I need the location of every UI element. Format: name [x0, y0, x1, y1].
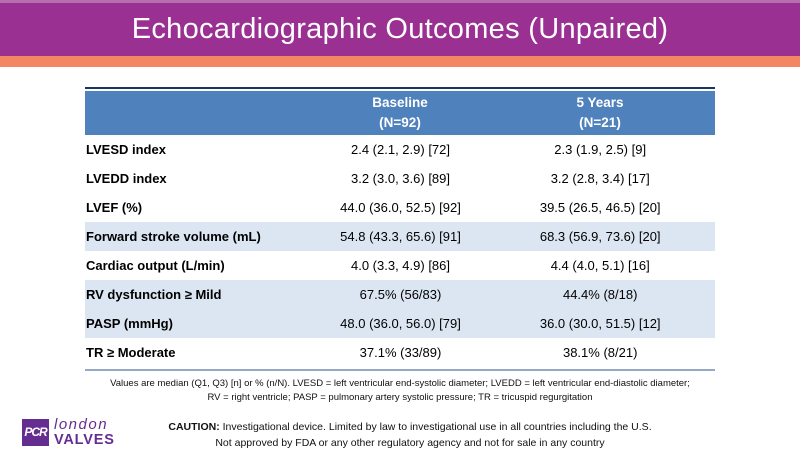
five-years-value: 3.2 (2.8, 3.4) [17]	[550, 171, 650, 186]
orange-accent-stripe	[0, 56, 800, 67]
baseline-value: 67.5% (56/83)	[359, 287, 442, 302]
column-header-baseline-n: (N=92)	[379, 115, 421, 130]
row-label: Forward stroke volume (mL)	[86, 229, 261, 244]
row-label: PASP (mmHg)	[86, 316, 173, 331]
five-years-value: 39.5 (26.5, 46.5) [20]	[539, 200, 661, 215]
row-label: LVEDD index	[86, 171, 167, 186]
table-row: Cardiac output (L/min) 4.0 (3.3, 4.9) [86…	[85, 251, 715, 280]
caution-line-2: Not approved by FDA or any other regulat…	[215, 437, 605, 450]
logo-text: london VALVES	[54, 417, 115, 448]
caution-label: CAUTION:	[168, 421, 220, 433]
caution-line-1: CAUTION: Investigational device. Limited…	[160, 419, 660, 435]
row-label: LVESD index	[86, 142, 166, 157]
five-years-value: 4.4 (4.0, 5.1) [16]	[550, 258, 650, 273]
pcr-london-valves-logo: PCR london VALVES	[22, 417, 115, 448]
table-row: PASP (mmHg) 48.0 (36.0, 56.0) [79] 36.0 (3…	[85, 309, 715, 338]
row-label: RV dysfunction ≥ Mild	[86, 287, 222, 302]
baseline-value: 3.2 (3.0, 3.6) [89]	[351, 171, 451, 186]
table-row: TR ≥ Moderate 37.1% (33/89) 38.1% (8/21)	[85, 338, 715, 367]
row-label: Cardiac output (L/min)	[86, 258, 225, 273]
five-years-value: 44.4% (8/18)	[562, 287, 638, 302]
table-row: LVEDD index 3.2 (3.0, 3.6) [89] 3.2 (2.8, …	[85, 164, 715, 193]
column-header-5years-label: 5 Years	[576, 95, 624, 111]
pcr-logo-icon: PCR	[22, 418, 49, 446]
table-header-row: Baseline (N=92) 5 Years (N=21)	[85, 91, 715, 135]
outcomes-table: Baseline (N=92) 5 Years (N=21) LVESD ind…	[85, 87, 715, 371]
title-bar: Echocardiographic Outcomes (Unpaired)	[0, 3, 800, 56]
five-years-value: 38.1% (8/21)	[562, 345, 638, 360]
baseline-value: 48.0 (36.0, 56.0) [79]	[340, 316, 461, 331]
row-label: TR ≥ Moderate	[86, 345, 176, 360]
top-accent-strip	[0, 0, 800, 3]
table-bottom-border	[85, 369, 715, 371]
table-body: LVESD index 2.4 (2.1, 2.9) [72] 2.3 (1.9, …	[85, 135, 715, 367]
logo-valves-label: VALVES	[54, 431, 115, 448]
baseline-value: 44.0 (36.0, 52.5) [92]	[340, 200, 461, 215]
table-row: Forward stroke volume (mL) 54.8 (43.3, 65…	[85, 222, 715, 251]
row-label: LVEF (%)	[86, 200, 143, 215]
table-row: LVEF (%) 44.0 (36.0, 52.5) [92] 39.5 (26.5…	[85, 193, 715, 222]
caution-text-1: Investigational device. Limited by law t…	[219, 421, 652, 433]
five-years-value: 68.3 (56.9, 73.6) [20]	[539, 229, 661, 244]
caution-note: CAUTION: Investigational device. Limited…	[160, 419, 660, 450]
column-header-5years: 5 Years (N=21)	[485, 93, 715, 132]
table-row: LVESD index 2.4 (2.1, 2.9) [72] 2.3 (1.9, …	[85, 135, 715, 164]
five-years-value: 2.3 (1.9, 2.5) [9]	[554, 142, 647, 157]
column-header-baseline-label: Baseline	[372, 95, 428, 111]
column-header-5years-n: (N=21)	[579, 115, 621, 130]
baseline-value: 54.8 (43.3, 65.6) [91]	[340, 229, 461, 244]
footnote-line-1: Values are median (Q1, Q3) [n] or % (n/N…	[110, 378, 690, 389]
column-header-baseline: Baseline (N=92)	[315, 93, 485, 132]
footnote-line-2: RV = right ventricle; PASP = pulmonary a…	[207, 392, 593, 404]
baseline-value: 4.0 (3.3, 4.9) [86]	[351, 258, 451, 273]
logo-london-label: london	[54, 416, 109, 433]
baseline-value: 37.1% (33/89)	[359, 345, 442, 360]
page-title: Echocardiographic Outcomes (Unpaired)	[131, 13, 669, 45]
baseline-value: 2.4 (2.1, 2.9) [72]	[351, 142, 451, 157]
table-row: RV dysfunction ≥ Mild 67.5% (56/83) 44.4% …	[85, 280, 715, 309]
footnote: Values are median (Q1, Q3) [n] or % (n/N…	[60, 377, 740, 406]
five-years-value: 36.0 (30.0, 51.5) [12]	[539, 316, 661, 331]
table-top-border	[85, 87, 715, 89]
